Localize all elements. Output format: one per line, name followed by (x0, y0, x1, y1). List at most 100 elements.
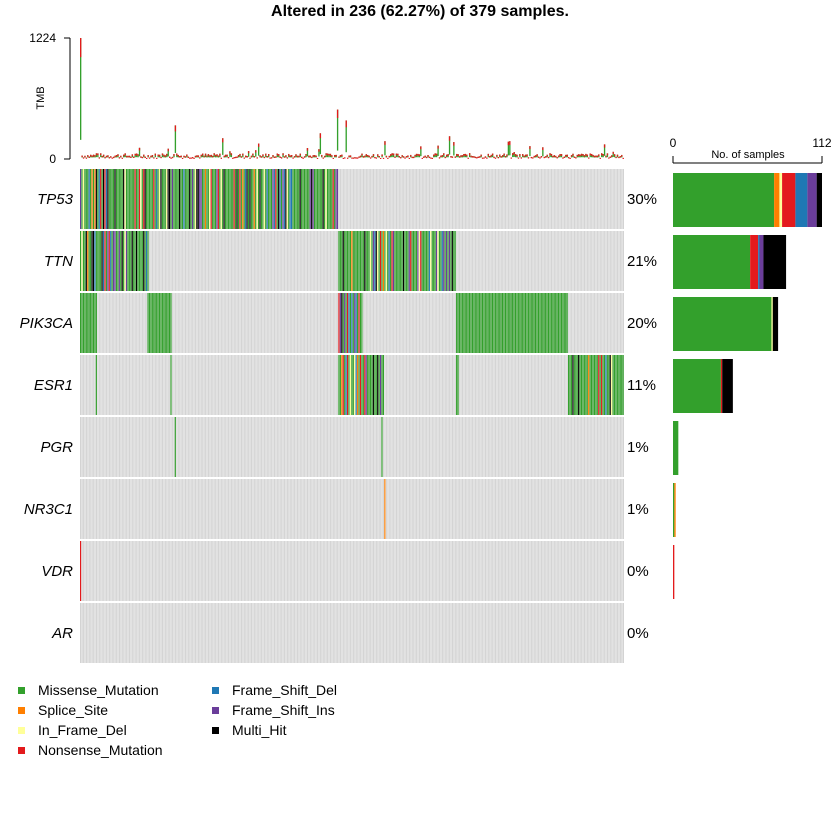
matrix-cell (583, 355, 585, 415)
tmb-bar-nonsense (402, 156, 405, 158)
matrix-cell (223, 169, 225, 229)
tmb-bar-nonsense (286, 157, 289, 159)
tmb-bar-nonsense (423, 156, 425, 158)
matrix-cell (514, 293, 517, 353)
tmb-bar-nonsense (111, 157, 113, 159)
matrix-cell (444, 231, 446, 291)
tmb-bar-nonsense (533, 155, 535, 158)
tmb-bar-nonsense (263, 156, 266, 159)
matrix-cell (143, 231, 145, 291)
matrix-cell (391, 231, 393, 291)
matrix-cell (349, 293, 351, 353)
tmb-bar-nonsense (184, 156, 187, 158)
tmb-panel: 1224 0 TMB (29, 31, 624, 166)
matrix-cell (243, 169, 245, 229)
side-bar-segment (750, 235, 759, 289)
matrix-cell (473, 293, 475, 353)
matrix-cell (494, 293, 496, 353)
matrix-cell (565, 293, 567, 353)
tmb-bar-nonsense (503, 153, 505, 156)
tmb-bar-nonsense (390, 154, 392, 156)
matrix-cell (125, 231, 128, 291)
matrix-cell (381, 355, 383, 415)
matrix-cell (463, 293, 465, 353)
matrix-cell (357, 231, 359, 291)
tmb-bar-nonsense (173, 154, 175, 156)
tmb-bar-nonsense (270, 157, 273, 159)
tmb-bar-nonsense (311, 156, 313, 159)
matrix-cell (615, 355, 617, 415)
matrix-cell (97, 231, 99, 291)
matrix-cell (443, 231, 445, 291)
matrix-cell (390, 231, 392, 291)
matrix-cell (100, 169, 102, 229)
tmb-bar-nonsense (160, 156, 162, 159)
tmb-bar-nonsense (153, 157, 155, 159)
tmb-bar-nonsense (474, 156, 477, 159)
tmb-bar-nonsense (481, 157, 484, 159)
matrix-cell (580, 355, 583, 415)
matrix-cell (467, 293, 469, 353)
tmb-bar-nonsense (125, 155, 128, 158)
tmb-y-tick-label-max: 1224 (29, 31, 56, 45)
side-bar-segment (772, 297, 779, 351)
tmb-bar-nonsense (113, 156, 115, 159)
matrix-cell (441, 231, 443, 291)
matrix-cell (385, 231, 387, 291)
matrix-cell (351, 293, 353, 353)
tmb-bar-nonsense (273, 156, 276, 158)
matrix-cell (163, 293, 165, 353)
tmb-bar-nonsense (305, 154, 307, 156)
tmb-bar-nonsense (278, 154, 280, 156)
matrix-cell (275, 169, 277, 229)
matrix-cell (134, 169, 136, 229)
matrix-cell (359, 293, 362, 353)
matrix-cell (269, 169, 271, 229)
tmb-bar-nonsense (603, 144, 606, 148)
matrix-cell (311, 169, 313, 229)
matrix-cell (108, 169, 110, 229)
matrix-cell (233, 169, 235, 229)
legend-label: Frame_Shift_Del (232, 682, 337, 698)
tmb-bar-nonsense (555, 155, 557, 158)
matrix-cell (375, 231, 377, 291)
tmb-bar-nonsense (189, 157, 191, 159)
tmb-bar-nonsense (496, 154, 498, 157)
matrix-cell (621, 355, 623, 415)
matrix-cell (174, 417, 176, 477)
matrix-cell (90, 293, 92, 353)
matrix-cell (509, 293, 511, 353)
matrix-cell (235, 169, 237, 229)
matrix-cell (80, 169, 82, 229)
side-bar-segment (673, 483, 675, 537)
tmb-bar-nonsense (87, 155, 89, 157)
side-bar-segment (782, 173, 796, 227)
tmb-bar-nonsense (212, 155, 214, 158)
tmb-bar-nonsense (411, 156, 413, 159)
matrix-cell (242, 169, 244, 229)
matrix-cell (164, 169, 166, 229)
tmb-bar-nonsense (94, 155, 96, 157)
matrix-cell (118, 231, 120, 291)
matrix-cell (371, 355, 373, 415)
matrix-cell (573, 355, 575, 415)
tmb-bar-nonsense (616, 154, 619, 157)
matrix-cell (397, 231, 399, 291)
percent-label: 20% (627, 315, 657, 332)
side-bar-segment (674, 483, 676, 537)
matrix-cell (184, 169, 186, 229)
matrix-cell (345, 231, 347, 291)
matrix-cell (377, 231, 379, 291)
matrix-cell (434, 231, 436, 291)
tmb-bar-nonsense (141, 156, 144, 159)
tmb-bar-nonsense (404, 157, 406, 159)
matrix-cell (451, 231, 453, 291)
matrix-cell (257, 169, 260, 229)
matrix-cell (305, 169, 307, 229)
legend-label: Splice_Site (38, 702, 108, 718)
tmb-bar-nonsense (361, 153, 363, 156)
matrix-cell (170, 169, 172, 229)
tmb-bar-nonsense (608, 157, 610, 159)
matrix-cell (100, 231, 102, 291)
sample-count-panel: 0 112 No. of samples (670, 136, 832, 599)
